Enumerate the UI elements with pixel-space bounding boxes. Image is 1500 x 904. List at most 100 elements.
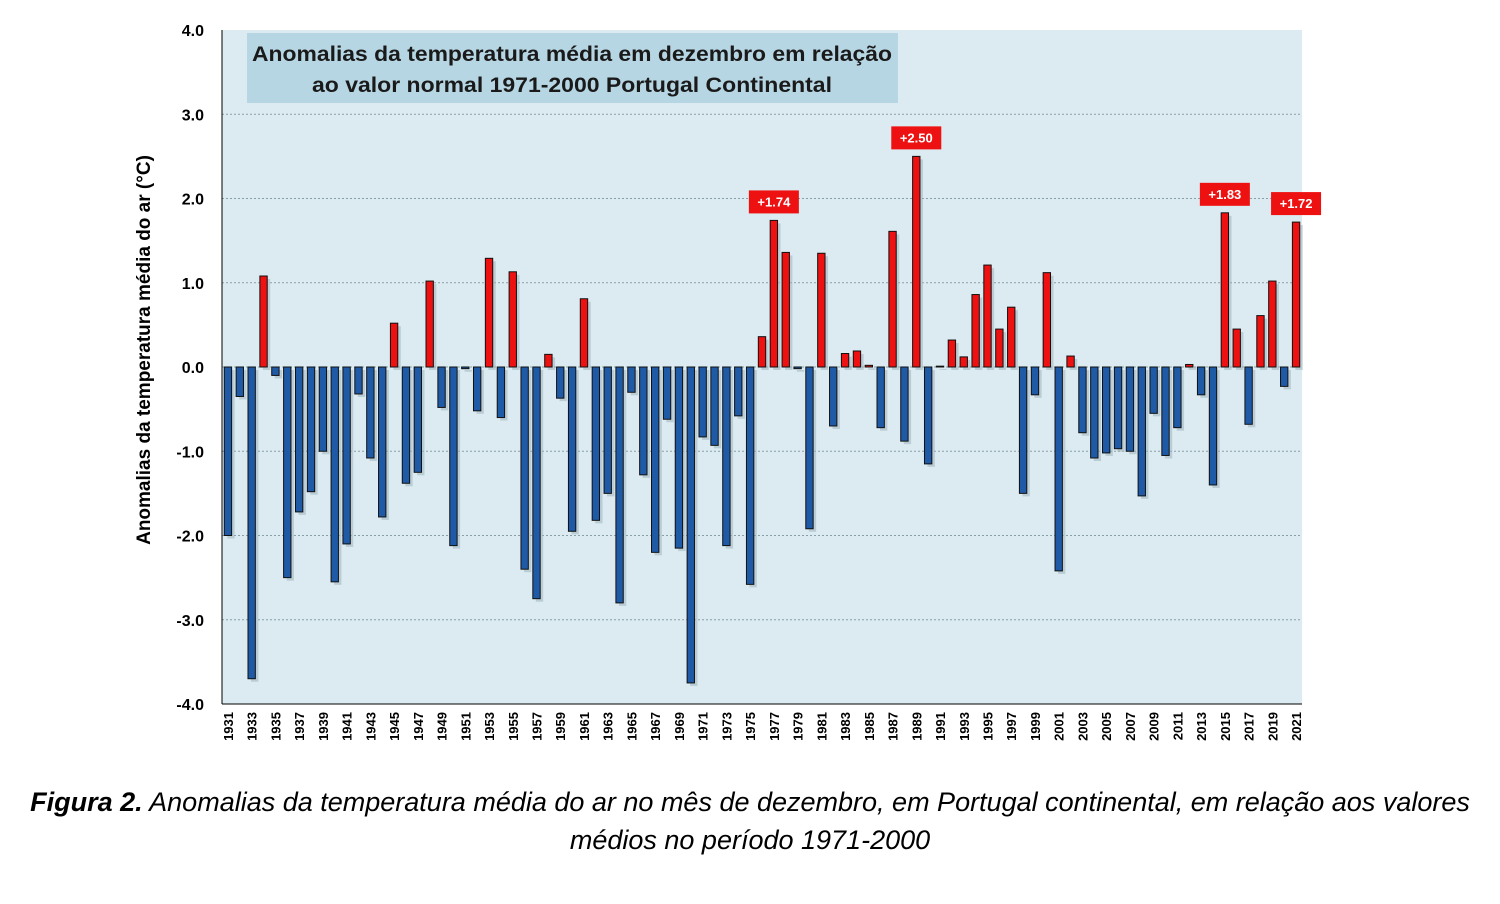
y-tick-label: 4.0: [182, 23, 204, 40]
annotation-box: [1271, 192, 1322, 216]
x-tick-label: 1939: [316, 712, 331, 741]
x-tick-label: 1975: [743, 712, 758, 741]
bar: [1018, 366, 1028, 494]
bar: [1149, 366, 1158, 414]
annotation-box: [748, 190, 799, 214]
bar: [888, 230, 897, 368]
x-tick-label: 1967: [648, 712, 663, 741]
bar: [627, 366, 636, 393]
x-tick-label: 1995: [980, 712, 995, 741]
bar: [686, 366, 695, 684]
x-tick-label: 2011: [1170, 712, 1185, 740]
x-tick-label: 1935: [268, 712, 283, 741]
y-tick-label: -2.0: [176, 529, 204, 546]
bar: [983, 264, 992, 368]
bar: [651, 366, 660, 553]
x-tick-label: 1949: [435, 712, 450, 741]
bar: [900, 366, 909, 442]
bar: [1232, 328, 1241, 368]
bar: [805, 366, 814, 530]
bar: [1054, 366, 1063, 572]
bar: [461, 366, 470, 370]
y-tick-label: 1.0: [182, 276, 204, 293]
caption-label: Figura 2.: [30, 787, 143, 817]
x-tick-label: 1933: [245, 712, 260, 741]
bar: [1078, 366, 1087, 434]
bar-shadow: [464, 370, 472, 372]
x-tick-label: 2017: [1242, 712, 1257, 741]
annotation-box: [1199, 182, 1250, 206]
bar: [1161, 366, 1170, 456]
bar: [781, 251, 790, 368]
x-tick-label: 2015: [1218, 712, 1233, 741]
x-tick-label: 1941: [340, 712, 355, 741]
x-tick-label: 1953: [482, 712, 497, 741]
x-tick-label: 2019: [1265, 712, 1280, 741]
bar: [1066, 355, 1075, 368]
bar: [354, 366, 363, 395]
y-tick-label: 3.0: [182, 107, 204, 124]
bar: [829, 366, 838, 427]
bar: [496, 366, 506, 419]
bar: [591, 366, 601, 521]
bar: [769, 219, 779, 368]
x-tick-label: 1983: [838, 712, 853, 741]
bar: [1244, 366, 1253, 425]
y-tick-label: -1.0: [176, 444, 204, 461]
bar: [437, 366, 446, 408]
bar-shadow: [939, 369, 947, 370]
bar: [923, 366, 933, 465]
x-tick-label: 1997: [1004, 712, 1019, 741]
x-tick-label: 1977: [767, 712, 782, 741]
y-tick-label: 0.0: [182, 360, 204, 377]
bar: [1280, 366, 1289, 387]
bar: [710, 366, 719, 446]
bar: [567, 366, 577, 532]
bar: [330, 366, 339, 583]
bar: [556, 366, 565, 399]
annotation-label: +1.83: [1208, 187, 1241, 202]
y-axis-label: Anomalias da temperatura média do ar (°C…: [134, 155, 155, 545]
x-tick-label: 2003: [1075, 712, 1090, 741]
x-tick-label: 1979: [791, 712, 806, 741]
x-tick-label: 1963: [601, 712, 616, 741]
x-tick-label: 1945: [387, 712, 402, 741]
x-tick-label: 1981: [814, 712, 829, 741]
bar: [1291, 221, 1301, 368]
x-tick-label: 1999: [1028, 712, 1043, 741]
chart-title-box: [247, 33, 898, 103]
x-tick-label: 2009: [1147, 712, 1162, 741]
bar: [532, 366, 541, 600]
x-tick-label: 1951: [458, 712, 473, 741]
x-tick-label: 2013: [1194, 712, 1209, 741]
x-tick-label: 1961: [577, 712, 592, 741]
x-tick-label: 2001: [1052, 712, 1067, 741]
bar: [484, 257, 494, 368]
bar: [603, 366, 612, 494]
bar: [1030, 366, 1040, 396]
bar: [247, 366, 256, 680]
chart-title-line: Anomalias da temperatura média em dezemb…: [252, 43, 892, 66]
bar-shadow: [1188, 367, 1196, 370]
x-tick-label: 1971: [696, 712, 711, 741]
bar: [1137, 366, 1146, 497]
x-tick-label: 1959: [553, 712, 568, 741]
x-tick-label: 1991: [933, 712, 948, 741]
x-tick-label: 1965: [624, 712, 639, 741]
bar: [615, 366, 624, 604]
bar: [401, 366, 411, 484]
x-tick-label: 1943: [363, 712, 378, 741]
bar: [1208, 366, 1218, 486]
bar: [389, 322, 399, 368]
x-tick-label: 2007: [1123, 712, 1138, 741]
bar: [271, 366, 280, 376]
bar: [378, 366, 387, 518]
x-tick-label: 1987: [886, 712, 901, 741]
bar: [1101, 366, 1111, 454]
annotation-box: [891, 126, 942, 150]
y-tick-label: -4.0: [176, 697, 204, 714]
bar: [1173, 366, 1182, 429]
annotation-label: +1.72: [1280, 196, 1313, 211]
bar: [1220, 212, 1230, 368]
bar: [639, 366, 648, 476]
